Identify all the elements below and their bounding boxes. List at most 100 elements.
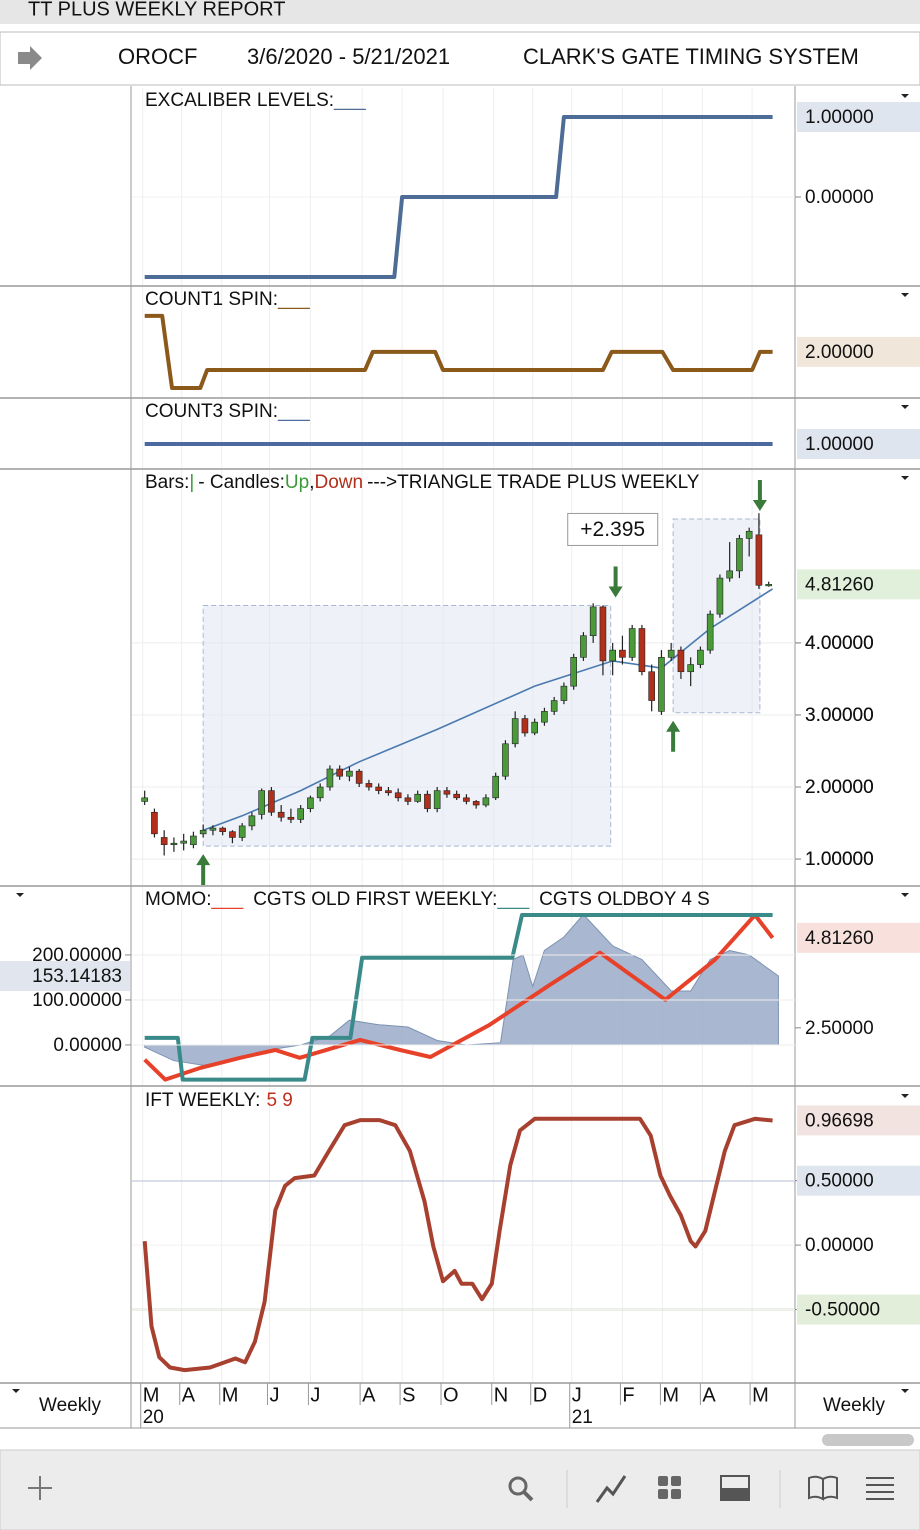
window-icon[interactable]: [720, 1475, 750, 1501]
line: [144, 313, 773, 390]
panel-title: COUNT1 SPIN:___: [145, 289, 310, 310]
panel-menu[interactable]: [901, 293, 909, 297]
y-tick-label: 3.00000: [805, 705, 874, 726]
menu-icon[interactable]: [866, 1477, 894, 1500]
candle-body: [453, 793, 460, 799]
candle-body: [414, 793, 421, 802]
candle-body: [706, 613, 714, 651]
y-tick-label: 0.00000: [53, 1035, 122, 1056]
current-value-box: [0, 961, 130, 992]
add-icon[interactable]: [28, 1476, 52, 1500]
period-label[interactable]: Weekly: [39, 1395, 101, 1416]
panel-menu[interactable]: [901, 405, 909, 409]
panel-menu[interactable]: [901, 476, 909, 480]
y-tick-label: 100.00000: [32, 990, 122, 1011]
candle-body: [541, 711, 548, 723]
candle-body: [716, 577, 724, 615]
signal-arrow: [752, 479, 767, 511]
candle-body: [550, 700, 558, 712]
trade-box: [672, 518, 761, 714]
panel: Bars:| - Candles:Up,Down --->TRIANGLE TRAD…: [132, 470, 795, 885]
y-tick-label: 2.00000: [805, 777, 874, 798]
title-part: Down: [314, 472, 363, 493]
system-name: CLARK'S GATE TIMING SYSTEM: [523, 44, 859, 69]
period-menu[interactable]: [12, 1389, 20, 1393]
candle-body: [209, 827, 217, 831]
panel-title: IFT WEEKLY: 5 9: [145, 1090, 293, 1111]
candle-body: [316, 786, 324, 799]
candle-body: [180, 840, 187, 844]
legend: MOMO:___ CGTS OLD FIRST WEEKLY:___ CGTS OL…: [145, 889, 710, 910]
x-tick-label: A: [182, 1384, 196, 1406]
title-part: ___: [211, 889, 244, 910]
candle-body: [463, 797, 470, 802]
x-tick-label: F: [622, 1384, 634, 1406]
window-title: TT PLUS WEEKLY REPORT: [28, 0, 285, 20]
candle-body: [502, 743, 509, 777]
date-range: 3/6/2020 - 5/21/2021: [247, 44, 450, 69]
current-value-box: [797, 429, 920, 460]
title-part: Up: [285, 472, 309, 493]
candle-body: [736, 538, 743, 572]
candle-body: [687, 664, 694, 673]
panel: [142, 399, 773, 468]
line: [142, 1116, 773, 1373]
candle-body: [394, 792, 402, 799]
current-value-label: 1.00000: [805, 107, 874, 128]
panel: [132, 88, 795, 285]
candle-body: [570, 657, 577, 687]
title-part: COUNT1 SPIN:: [145, 289, 278, 310]
candle-body: [277, 811, 285, 818]
grid-icon[interactable]: [658, 1476, 681, 1499]
candle-body: [141, 797, 148, 802]
y-tick-label: 2.00000: [805, 777, 874, 798]
candle-body: [346, 770, 353, 777]
y-tick-label: 4.00000: [805, 633, 874, 654]
candle-body: [433, 790, 441, 809]
panel-menu[interactable]: [16, 893, 24, 897]
candle-body: [492, 775, 499, 799]
period-menu[interactable]: [901, 1389, 909, 1393]
candle-body: [190, 835, 197, 845]
candle-body: [268, 790, 275, 813]
current-value-box: [797, 569, 920, 600]
area: [144, 913, 779, 1066]
candle-body: [745, 530, 753, 539]
candle-body: [443, 790, 451, 795]
panel-menu[interactable]: [901, 1094, 909, 1098]
toolbar: [0, 1449, 920, 1530]
candle-body: [297, 808, 304, 820]
title-part: Bars:: [145, 472, 189, 493]
candle-body: [307, 797, 314, 809]
candle-body: [258, 790, 265, 815]
candle-body: [511, 718, 519, 745]
candle-body: [658, 657, 665, 712]
nav-arrow[interactable]: [18, 46, 42, 70]
line: [143, 913, 775, 1082]
period-label[interactable]: Weekly: [823, 1395, 885, 1416]
panel-menu[interactable]: [901, 94, 909, 98]
candle-body: [638, 628, 646, 673]
current-value-label: 0.96698: [805, 1110, 874, 1131]
line-chart-icon[interactable]: [595, 1475, 627, 1503]
signal-arrow: [608, 566, 623, 598]
scrollbar[interactable]: [822, 1434, 914, 1446]
title-part: IFT WEEKLY:: [145, 1090, 260, 1111]
candle-body: [619, 649, 626, 658]
candle-body: [589, 606, 597, 637]
search-icon[interactable]: [508, 1476, 534, 1502]
current-value-box: [797, 102, 920, 132]
title-part: ___: [277, 401, 310, 422]
candle-body: [375, 786, 382, 791]
line: [144, 115, 773, 279]
candle-body: [404, 797, 412, 802]
title-part: EXCALIBER LEVELS:: [145, 90, 334, 111]
y-tick-label: -0.50000: [805, 1300, 880, 1321]
candle-body: [229, 831, 236, 838]
book-icon[interactable]: [808, 1475, 838, 1501]
candle-body: [151, 811, 158, 835]
annotation-box: [567, 512, 659, 546]
panel-menu[interactable]: [901, 893, 909, 897]
candle-body: [580, 635, 587, 658]
